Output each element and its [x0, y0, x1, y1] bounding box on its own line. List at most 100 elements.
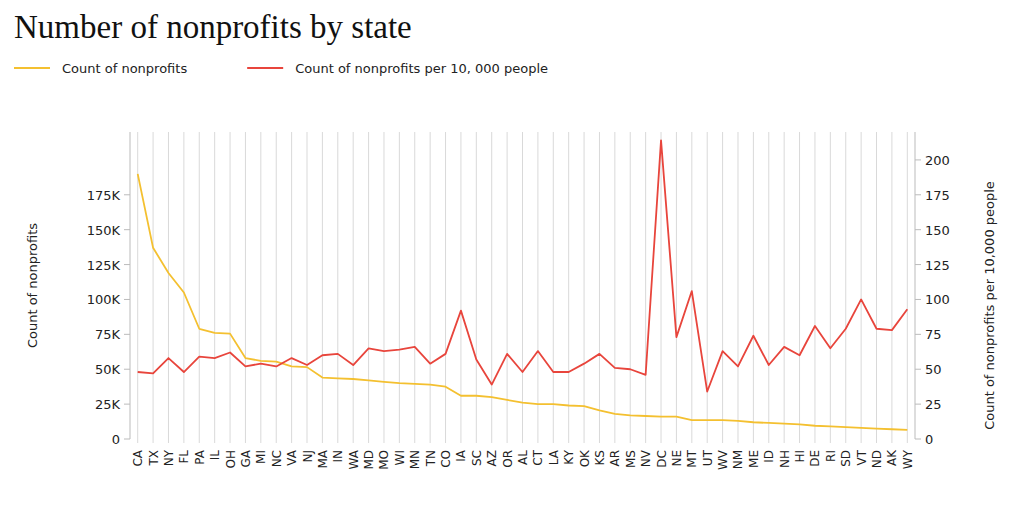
x-tick-label: OK: [578, 449, 592, 467]
grid-line: [691, 132, 692, 443]
y2-axis-title: Count of nonprofits per 10,000 people: [982, 181, 997, 430]
y2-tick-label: 125: [925, 258, 950, 273]
y-tick-label: 50K: [95, 362, 121, 377]
x-tick-label: NJ: [301, 450, 315, 463]
y-tick: [124, 369, 130, 370]
grid-line: [676, 132, 677, 443]
y-tick: [124, 334, 130, 335]
x-tick-label: RI: [824, 450, 838, 462]
y2-tick-label: 150: [925, 223, 950, 238]
grid-line: [537, 132, 538, 443]
grid-line: [891, 132, 892, 443]
grid-line: [522, 132, 523, 443]
y2-tick-label: 25: [925, 397, 942, 412]
x-tick-label: AR: [608, 450, 622, 467]
y2-tick: [915, 439, 921, 440]
y2-tick-label: 0: [925, 432, 933, 447]
grid-line: [799, 132, 800, 443]
y-tick: [124, 194, 130, 195]
grid-line: [707, 132, 708, 443]
y2-tick: [915, 334, 921, 335]
grid-line: [722, 132, 723, 443]
y-tick: [124, 404, 130, 405]
y2-tick: [915, 264, 921, 265]
y-tick-label: 0: [112, 432, 120, 447]
y2-tick: [915, 299, 921, 300]
y-tick: [124, 229, 130, 230]
grid-line: [830, 132, 831, 443]
grid-line: [168, 132, 169, 443]
x-tick-label: WA: [347, 449, 361, 469]
grid-line: [430, 132, 431, 443]
x-tick-label: MO: [377, 450, 391, 470]
grid-line: [153, 132, 154, 443]
grid-line: [337, 132, 338, 443]
x-tick-label: ID: [762, 450, 776, 463]
grid-line: [399, 132, 400, 443]
grid-line: [768, 132, 769, 443]
x-tick-label: CA: [131, 449, 145, 466]
x-tick-label: VA: [285, 449, 299, 465]
x-tick-label: MA: [316, 449, 330, 468]
legend-label: Count of nonprofits per 10, 000 people: [295, 61, 548, 76]
y-tick: [124, 264, 130, 265]
y2-tick: [915, 229, 921, 230]
x-tick-label: ND: [870, 450, 884, 468]
grid-line: [322, 132, 323, 443]
x-tick-label: MD: [362, 450, 376, 470]
x-tick-label: IN: [331, 450, 345, 463]
y2-tick-label: 50: [925, 362, 942, 377]
y-axis-title: Count of nonprofits: [25, 223, 40, 348]
x-tick-label: TX: [147, 450, 161, 467]
grid-line: [307, 132, 308, 443]
grid-line: [568, 132, 569, 443]
grid-line: [630, 132, 631, 443]
x-tick-label: OH: [224, 450, 238, 468]
x-tick-label: IL: [208, 450, 222, 461]
x-tick-label: NE: [670, 450, 684, 467]
x-tick-label: MT: [685, 449, 699, 467]
grid-line: [260, 132, 261, 443]
x-tick-label: DE: [808, 450, 822, 467]
x-tick-label: PA: [193, 449, 207, 464]
grid-line: [368, 132, 369, 443]
grid-line: [445, 132, 446, 443]
grid-line: [383, 132, 384, 443]
y-tick-label: 75K: [95, 327, 121, 342]
grid-line: [661, 132, 662, 443]
chart: Number of nonprofits by state Count of no…: [0, 0, 1024, 512]
grid-line: [183, 132, 184, 443]
y-tick-label: 100K: [87, 292, 121, 307]
grid-line: [230, 132, 231, 443]
y-tick-label: 175K: [87, 188, 121, 203]
y2-tick-label: 100: [925, 292, 950, 307]
grid-line: [784, 132, 785, 443]
x-tick-label: NV: [639, 449, 653, 467]
title: Number of nonprofits by state: [14, 9, 412, 45]
x-tick-label: WV: [716, 449, 730, 470]
y-tick-label: 150K: [87, 223, 121, 238]
x-tick-label: AK: [885, 449, 899, 466]
grid-line: [291, 132, 292, 443]
y2-tick: [915, 404, 921, 405]
x-tick-label: SD: [839, 450, 853, 467]
x-tick-label: MN: [408, 450, 422, 469]
grid-line: [814, 132, 815, 443]
y-axis-line: [130, 132, 131, 439]
y2-tick: [915, 159, 921, 160]
y-tick-label: 125K: [87, 258, 121, 273]
y2-tick-label: 200: [925, 153, 950, 168]
y-tick: [124, 439, 130, 440]
x-tick-label: MI: [254, 450, 268, 464]
x-tick-label: OR: [501, 450, 515, 468]
x-tick-label: WI: [393, 450, 407, 465]
x-tick-label: MS: [624, 450, 638, 468]
grid-line: [245, 132, 246, 443]
grid-line: [199, 132, 200, 443]
y2-tick-label: 175: [925, 188, 950, 203]
grid-line: [553, 132, 554, 443]
x-tick-label: KY: [562, 449, 576, 464]
x-tick-label: NH: [778, 450, 792, 468]
grid-line: [214, 132, 215, 443]
y2-axis-line: [915, 132, 916, 439]
